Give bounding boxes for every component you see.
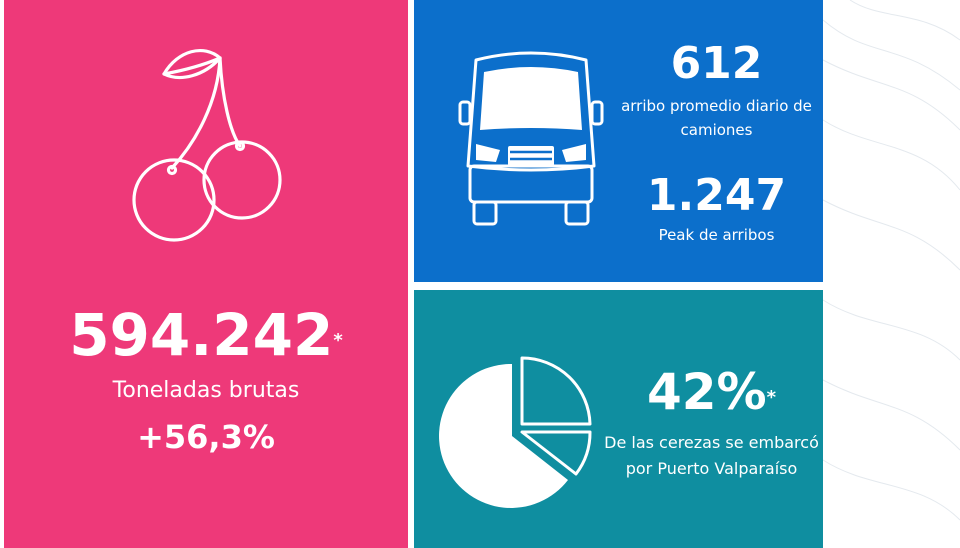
share-label: De las cerezas se embarcó por Puerto Val…: [604, 433, 819, 478]
peak-arrivals-value: 1.247: [646, 170, 787, 221]
truck-icon: [458, 51, 604, 226]
cherry-icon: [132, 48, 282, 242]
truck-arrivals-panel: 612 arribo promedio diario de camiones 1…: [414, 0, 823, 282]
peak-arrivals-label: Peak de arribos: [658, 226, 775, 244]
pie-chart-icon: [439, 356, 592, 508]
tonnage-label: Toneladas brutas: [112, 378, 300, 403]
share-footnote-mark: *: [766, 387, 777, 408]
tonnage-value: 594.242*: [69, 301, 343, 369]
cherry-tonnage-panel: 594.242* Toneladas brutas +56,3%: [4, 0, 408, 548]
daily-arrivals-label: arribo promedio diario de camiones: [621, 97, 812, 139]
share-percent-value: 42%*: [646, 363, 777, 421]
daily-arrivals-value: 612: [670, 38, 763, 89]
growth-value: +56,3%: [137, 418, 275, 456]
port-share-panel: 42%* De las cerezas se embarcó por Puert…: [414, 290, 823, 548]
tonnage-footnote-mark: *: [333, 330, 343, 351]
